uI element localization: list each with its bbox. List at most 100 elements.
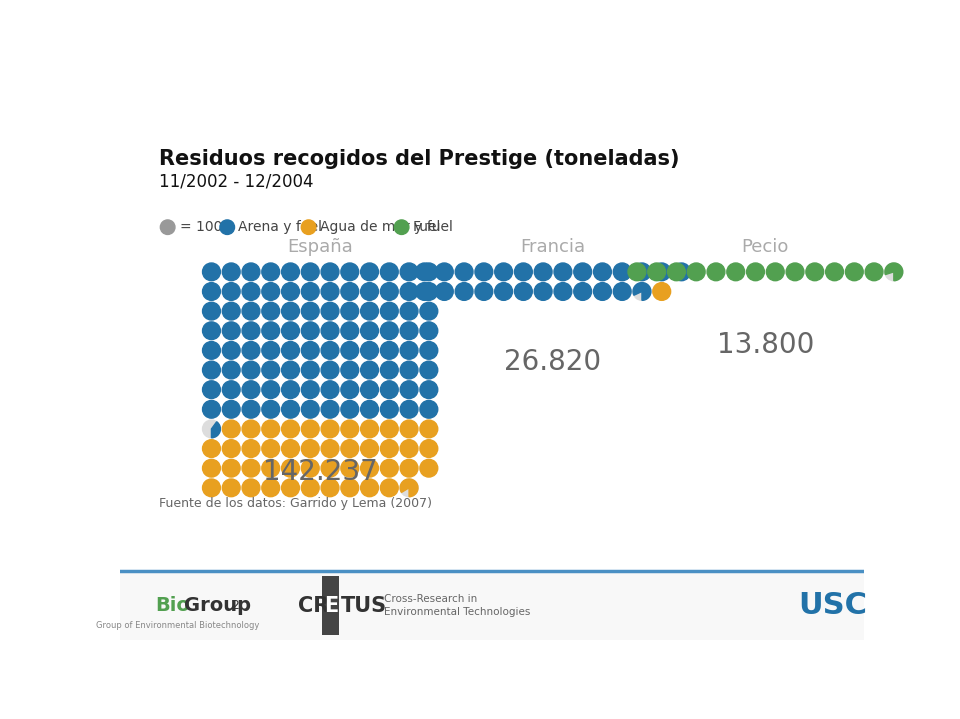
Circle shape [628, 263, 646, 280]
Wedge shape [633, 283, 651, 301]
Circle shape [380, 400, 398, 418]
Circle shape [534, 283, 552, 301]
Circle shape [203, 400, 221, 418]
Text: USC: USC [799, 591, 868, 620]
Text: Residuos recogidos del Prestige (toneladas): Residuos recogidos del Prestige (tonelad… [158, 149, 680, 169]
Circle shape [400, 479, 418, 497]
Circle shape [281, 381, 300, 398]
Circle shape [301, 479, 319, 497]
Circle shape [613, 283, 631, 301]
Circle shape [420, 459, 438, 477]
Circle shape [281, 302, 300, 320]
Text: 13.800: 13.800 [717, 331, 814, 359]
Circle shape [515, 283, 532, 301]
Circle shape [223, 342, 240, 360]
Circle shape [361, 420, 378, 438]
Circle shape [400, 342, 418, 360]
Circle shape [262, 283, 279, 301]
Circle shape [262, 263, 279, 280]
Circle shape [455, 263, 473, 280]
Circle shape [281, 479, 300, 497]
Circle shape [321, 400, 339, 418]
Circle shape [242, 381, 260, 398]
Circle shape [667, 263, 685, 280]
Circle shape [242, 283, 260, 301]
Circle shape [420, 420, 438, 438]
Circle shape [687, 263, 706, 280]
Circle shape [341, 440, 359, 457]
Circle shape [361, 440, 378, 457]
Circle shape [613, 263, 631, 280]
Circle shape [475, 263, 492, 280]
Circle shape [262, 322, 279, 339]
Text: Group of Environmental Biotechnology: Group of Environmental Biotechnology [96, 621, 260, 630]
Circle shape [395, 220, 409, 234]
Circle shape [341, 381, 359, 398]
Circle shape [242, 479, 260, 497]
Circle shape [420, 322, 438, 339]
Circle shape [341, 322, 359, 339]
Circle shape [223, 381, 240, 398]
Circle shape [341, 302, 359, 320]
Circle shape [380, 302, 398, 320]
Circle shape [341, 479, 359, 497]
Text: 26.820: 26.820 [504, 348, 602, 376]
Circle shape [361, 342, 378, 360]
Circle shape [321, 263, 339, 280]
Circle shape [223, 400, 240, 418]
Circle shape [301, 381, 319, 398]
Wedge shape [400, 479, 418, 497]
Text: Cross-Research in: Cross-Research in [383, 595, 477, 605]
Circle shape [223, 263, 240, 280]
Circle shape [420, 361, 438, 379]
Text: Pecio: Pecio [742, 238, 789, 256]
Circle shape [262, 361, 279, 379]
Circle shape [865, 263, 883, 280]
Circle shape [400, 361, 418, 379]
Text: 2: 2 [230, 599, 239, 612]
Text: Arena y fuel: Arena y fuel [238, 220, 323, 234]
Circle shape [160, 220, 175, 234]
Wedge shape [211, 422, 221, 438]
Text: TUS: TUS [341, 595, 387, 615]
Circle shape [223, 440, 240, 457]
Circle shape [380, 263, 398, 280]
Circle shape [846, 263, 863, 280]
Circle shape [321, 459, 339, 477]
Circle shape [281, 400, 300, 418]
Circle shape [203, 283, 221, 301]
Circle shape [203, 381, 221, 398]
Circle shape [380, 342, 398, 360]
Text: 11/2002 - 12/2004: 11/2002 - 12/2004 [158, 173, 313, 191]
Circle shape [321, 342, 339, 360]
Circle shape [416, 263, 434, 280]
Circle shape [301, 459, 319, 477]
Circle shape [262, 302, 279, 320]
Circle shape [321, 420, 339, 438]
Circle shape [262, 440, 279, 457]
Circle shape [341, 342, 359, 360]
Circle shape [380, 381, 398, 398]
Circle shape [400, 302, 418, 320]
Circle shape [301, 302, 319, 320]
Circle shape [301, 342, 319, 360]
Circle shape [262, 479, 279, 497]
Circle shape [223, 479, 240, 497]
Circle shape [826, 263, 844, 280]
Circle shape [648, 263, 665, 280]
Circle shape [400, 263, 418, 280]
Circle shape [593, 263, 612, 280]
Circle shape [766, 263, 784, 280]
Circle shape [515, 263, 532, 280]
Circle shape [420, 381, 438, 398]
Circle shape [708, 263, 725, 280]
Circle shape [420, 283, 438, 301]
Circle shape [321, 361, 339, 379]
Circle shape [321, 302, 339, 320]
Circle shape [281, 440, 300, 457]
Circle shape [203, 322, 221, 339]
Circle shape [281, 361, 300, 379]
Circle shape [361, 459, 378, 477]
Circle shape [223, 322, 240, 339]
Circle shape [301, 220, 316, 234]
